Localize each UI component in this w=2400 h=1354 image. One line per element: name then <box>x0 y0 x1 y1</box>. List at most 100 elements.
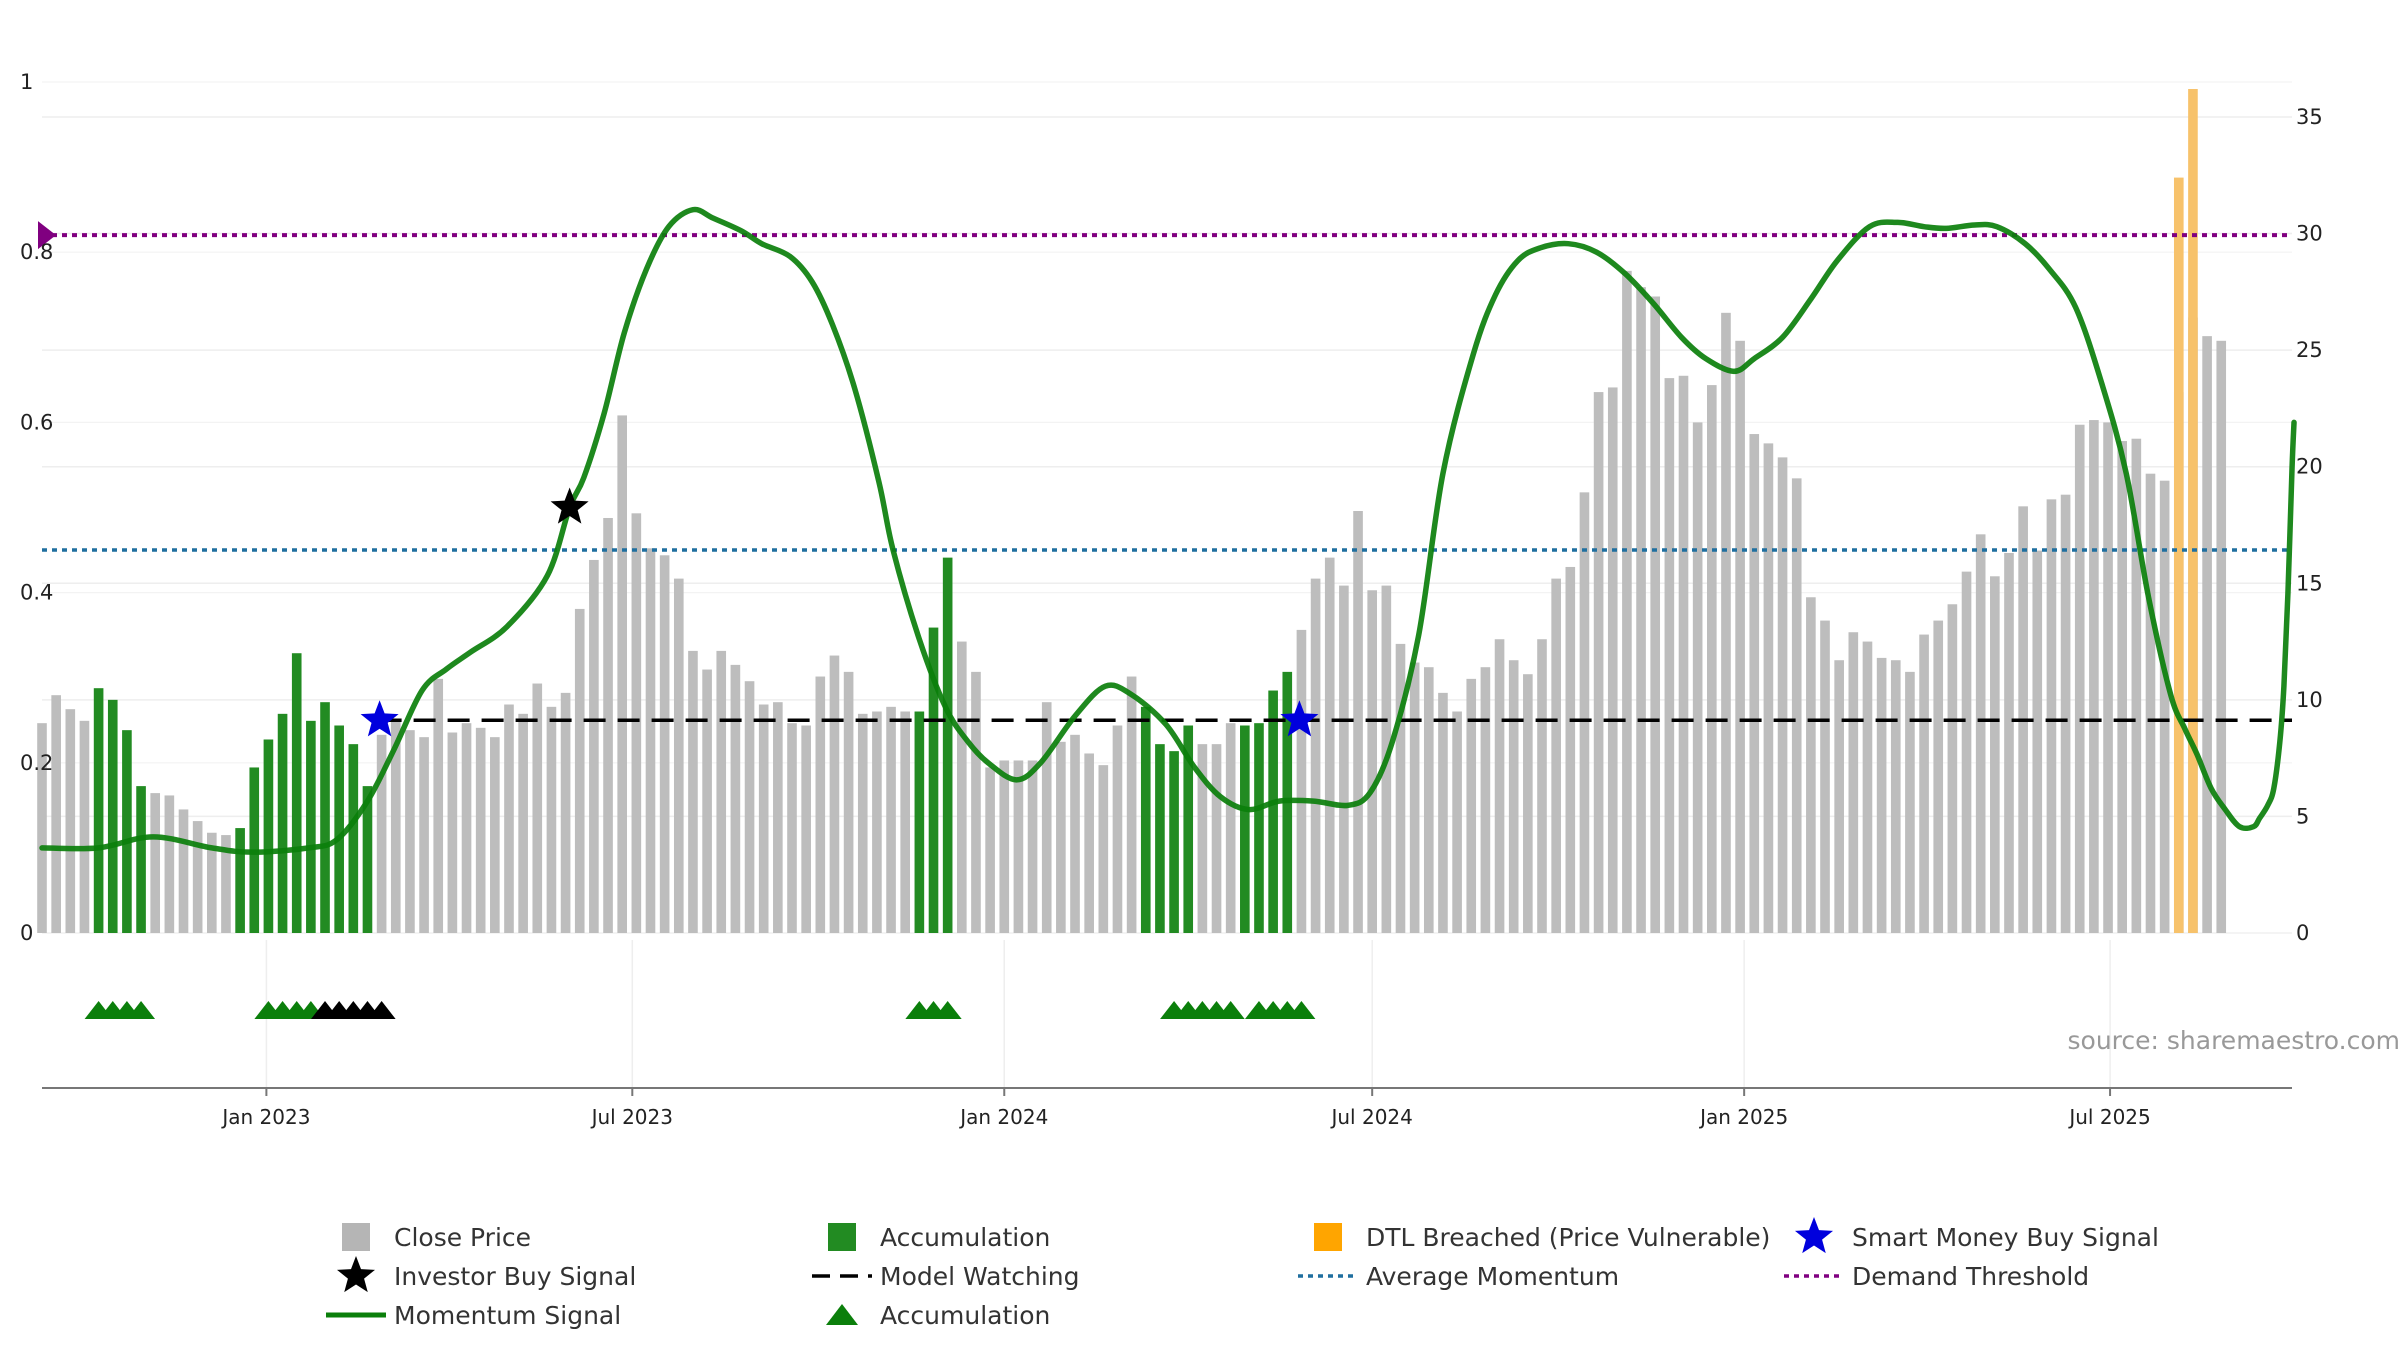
accumulation-bar <box>1254 723 1264 933</box>
close-price-bar <box>150 793 160 933</box>
legend-swatch-square <box>342 1223 370 1251</box>
close-price-bar <box>51 695 61 933</box>
accumulation-bar <box>1268 691 1278 933</box>
close-price-bar <box>1325 558 1335 933</box>
close-price-bar <box>1608 387 1618 933</box>
accumulation-bar <box>278 714 288 933</box>
x-tick-label: Jan 2023 <box>220 1105 310 1129</box>
accumulation-bar <box>334 725 344 933</box>
legend-label: Accumulation <box>880 1301 1050 1330</box>
right-tick-label: 30 <box>2296 222 2323 246</box>
legend-swatch-square <box>1314 1223 1342 1251</box>
accumulation-bar <box>943 558 953 933</box>
legend-label: Accumulation <box>880 1223 1050 1252</box>
close-price-bar <box>1396 644 1406 933</box>
accumulation-bar <box>264 739 274 933</box>
close-price-bar <box>1962 572 1972 933</box>
close-price-bar <box>1693 422 1703 933</box>
close-price-bar <box>1466 679 1476 933</box>
close-price-bar <box>617 415 627 933</box>
close-price-bar <box>1735 341 1745 933</box>
close-price-bar <box>547 707 557 933</box>
close-price-bar <box>1537 639 1547 933</box>
close-price-bar <box>688 651 698 933</box>
close-price-bar <box>1523 674 1533 933</box>
close-price-bar <box>1721 313 1731 933</box>
close-price-bar <box>2004 553 2014 933</box>
close-price-bar <box>1749 434 1759 933</box>
close-price-bar <box>2075 425 2085 933</box>
close-price-bar <box>1849 632 1859 933</box>
right-tick-label: 15 <box>2296 571 2323 595</box>
close-price-bar <box>1099 765 1109 933</box>
close-price-bar <box>2047 499 2057 933</box>
close-price-bar <box>419 737 429 933</box>
right-tick-label: 35 <box>2296 105 2323 129</box>
close-price-bar <box>1127 677 1137 933</box>
close-price-bar <box>1891 660 1901 933</box>
close-price-bar <box>2117 441 2127 933</box>
grid-lines <box>42 82 2292 1088</box>
close-price-bar <box>1084 753 1094 933</box>
close-price-bar <box>1990 576 2000 933</box>
close-price-bar <box>2146 474 2156 933</box>
accumulation-bar <box>349 744 359 933</box>
close-price-bar <box>1297 630 1307 933</box>
close-price-bar <box>476 728 486 933</box>
close-price-bar <box>2089 420 2099 933</box>
accumulation-bar <box>108 700 118 933</box>
close-price-bar <box>405 730 415 933</box>
legend-label: Close Price <box>394 1223 531 1252</box>
legend-label: Demand Threshold <box>1852 1262 2089 1291</box>
close-price-bar <box>504 705 514 933</box>
close-price-bar <box>787 723 797 933</box>
legend-label: Average Momentum <box>1366 1262 1619 1291</box>
accumulation-bar <box>1240 725 1250 933</box>
close-price-bar <box>716 651 726 933</box>
close-price-bar <box>1778 457 1788 933</box>
legend-label: Investor Buy Signal <box>394 1262 636 1291</box>
close-price-bar <box>731 665 741 933</box>
close-price-bar <box>561 693 571 933</box>
close-price-bar <box>1212 744 1222 933</box>
close-price-bar <box>886 707 896 933</box>
close-price-bar <box>1834 660 1844 933</box>
close-price-bar <box>1565 567 1575 933</box>
close-price-bar <box>1665 378 1675 933</box>
close-price-bar <box>1339 586 1349 933</box>
close-price-bar <box>674 579 684 933</box>
close-price-bar <box>999 760 1009 933</box>
accumulation-bar <box>306 721 316 933</box>
close-price-bar <box>1311 579 1321 933</box>
close-price-bar <box>179 809 189 933</box>
close-price-bar <box>1410 663 1420 933</box>
close-price-bar <box>1919 635 1929 933</box>
legend-label: Momentum Signal <box>394 1301 621 1330</box>
close-price-bar <box>830 656 840 933</box>
close-price-bar <box>462 723 472 933</box>
close-price-bar <box>745 681 755 933</box>
accumulation-bar <box>1155 744 1165 933</box>
close-price-bar <box>1636 287 1646 933</box>
close-price-bar <box>872 712 882 933</box>
close-price-bar <box>1877 658 1887 933</box>
investor-buy-star <box>551 488 589 524</box>
close-price-bar <box>1580 492 1590 933</box>
legend-swatch-triangle <box>826 1304 858 1325</box>
close-price-bar <box>2216 341 2226 933</box>
close-price-bar <box>1042 702 1052 933</box>
left-tick-label: 0 <box>20 921 33 945</box>
left-tick-label: 0.2 <box>20 751 53 775</box>
close-price-bar <box>1113 725 1123 933</box>
close-price-bar <box>900 712 910 933</box>
close-price-bar <box>1764 443 1774 933</box>
legend-swatch-square <box>828 1223 856 1251</box>
legend-swatch-star <box>337 1256 375 1292</box>
x-tick-label: Jan 2025 <box>1698 1105 1788 1129</box>
accumulation-bar <box>915 712 925 933</box>
x-tick-label: Jul 2024 <box>1329 1105 1412 1129</box>
close-price-bar <box>1424 667 1434 933</box>
accumulation-bar <box>1169 751 1179 933</box>
